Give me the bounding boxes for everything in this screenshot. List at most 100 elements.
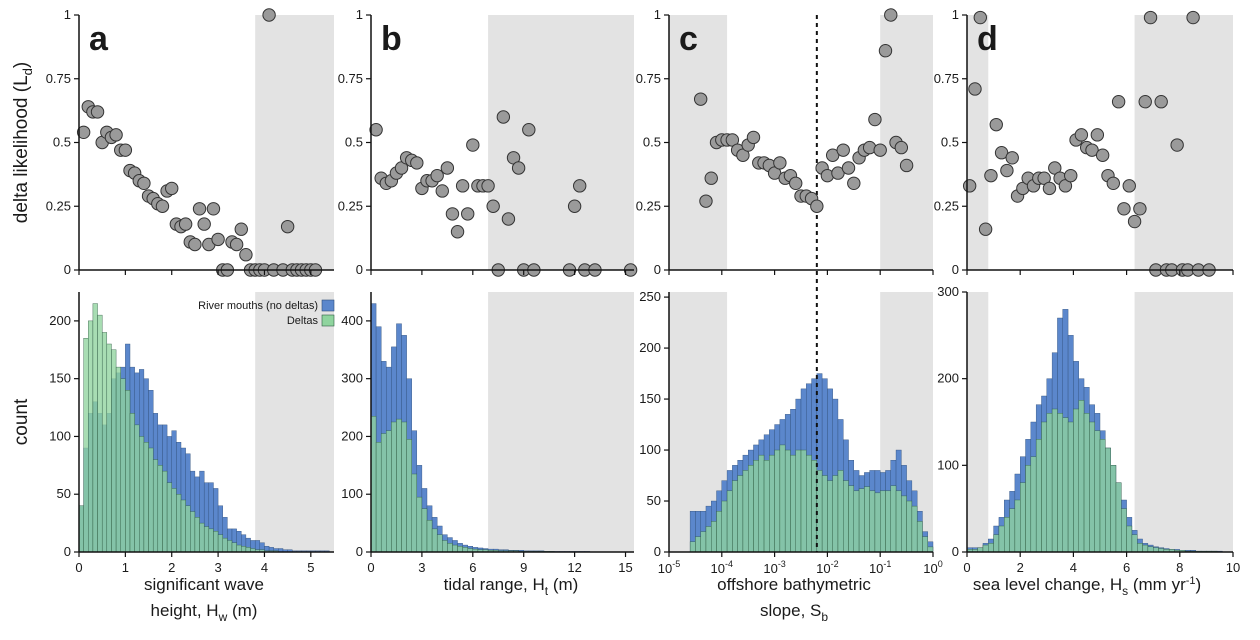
- hist-bar-delta: [447, 543, 453, 553]
- y-tick-label-bottom: 0: [952, 544, 959, 559]
- x-tick-label: 3: [418, 560, 425, 575]
- likelihood-point: [873, 143, 887, 157]
- hist-bar-delta: [700, 531, 707, 553]
- x-tick-label: 1: [122, 560, 129, 575]
- likelihood-point: [868, 112, 882, 127]
- x-axis-label: offshore bathymetric: [717, 575, 871, 594]
- x-axis-label: height, Hw (m): [151, 601, 258, 624]
- panel-letter: a: [89, 20, 109, 58]
- hist-bar-delta: [185, 505, 191, 553]
- hist-bar-delta: [101, 332, 108, 553]
- y-tick-label-top: 0.25: [46, 198, 71, 213]
- likelihood-point: [461, 207, 475, 221]
- y-tick-label-top: 0.75: [46, 71, 71, 86]
- hist-bar-delta: [426, 520, 433, 553]
- hist-bar-delta: [222, 537, 228, 553]
- likelihood-point: [878, 44, 893, 58]
- likelihood-point: [118, 143, 133, 157]
- likelihood-point: [693, 92, 708, 106]
- y-axis-label-bottom: count: [11, 398, 32, 445]
- hist-bar-delta: [111, 349, 117, 553]
- x-tick-label: 10-4: [711, 559, 733, 576]
- hist-bar-delta: [784, 449, 791, 553]
- hist-bar-delta: [180, 499, 186, 553]
- hist-bar-delta: [120, 378, 126, 553]
- hist-bar-delta: [843, 480, 849, 553]
- hist-bar-delta: [753, 460, 759, 553]
- hist-bar-delta: [139, 436, 145, 553]
- hist-bar-delta: [457, 546, 463, 553]
- hist-bar-delta: [1067, 421, 1074, 553]
- hist-bar-delta: [922, 536, 928, 553]
- x-axis-label: tidal range, Ht (m): [444, 575, 579, 598]
- y-tick-label-bottom: 300: [341, 371, 363, 386]
- hist-bar-delta: [97, 314, 103, 553]
- hist-bar-delta: [231, 542, 237, 553]
- hist-bar-delta: [748, 465, 754, 553]
- hist-bar-delta: [763, 460, 770, 553]
- likelihood-point: [1042, 181, 1057, 196]
- likelihood-point: [501, 212, 516, 226]
- likelihood-point: [211, 232, 225, 247]
- hist-bar-delta: [806, 454, 812, 553]
- y-tick-label-top: 0: [356, 262, 363, 277]
- hist-bar-delta: [1025, 465, 1032, 553]
- y-tick-label-bottom: 250: [639, 289, 661, 304]
- hist-bar-delta: [742, 470, 749, 553]
- x-axis-label-text: (m): [548, 575, 578, 594]
- likelihood-point: [481, 179, 495, 193]
- hist-bar-delta: [869, 490, 876, 553]
- x-tick-label-exponent: -5: [672, 559, 680, 569]
- x-tick-label: 6: [469, 560, 476, 575]
- y-tick-label-bottom: 0: [64, 544, 71, 559]
- likelihood-point: [1095, 148, 1110, 162]
- hist-bar-delta: [737, 475, 744, 553]
- likelihood-point: [1090, 128, 1105, 142]
- y-tick-label-bottom: 200: [49, 313, 71, 328]
- hist-bar-delta: [716, 511, 723, 553]
- x-tick-label: 10-3: [763, 559, 785, 576]
- x-tick-label-exponent: -3: [778, 559, 786, 569]
- likelihood-point: [239, 248, 253, 262]
- likelihood-point: [178, 217, 193, 231]
- hist-bar-delta: [1057, 413, 1063, 553]
- hist-bar-delta: [452, 544, 458, 553]
- likelihood-point: [841, 161, 856, 175]
- x-axis-label-subscript: s: [1122, 584, 1128, 598]
- y-tick-label-top: 0.5: [345, 135, 363, 150]
- shade-region-top: [967, 15, 989, 270]
- likelihood-point: [968, 82, 982, 96]
- hist-bar-delta: [1035, 439, 1042, 553]
- panel-letter: b: [381, 20, 402, 58]
- hist-bar-delta: [901, 495, 907, 553]
- hist-bar-delta: [162, 470, 168, 553]
- y-tick-label-top: 0.25: [338, 198, 363, 213]
- hist-bar-delta: [874, 492, 881, 553]
- x-axis-label: sea level change, Hs (mm yr-1): [973, 575, 1201, 598]
- y-tick-label-top: 0.5: [941, 135, 959, 150]
- likelihood-point: [197, 217, 211, 231]
- likelihood-point: [899, 158, 914, 173]
- hist-bar-delta: [1121, 508, 1127, 553]
- x-tick-label: 0: [367, 560, 374, 575]
- x-axis-label-text: (m): [227, 601, 257, 620]
- x-tick-label-base: 10: [816, 561, 830, 576]
- hist-bar-delta: [375, 442, 382, 553]
- likelihood-point: [410, 156, 424, 170]
- likelihood-point: [978, 222, 993, 236]
- likelihood-point: [962, 179, 977, 193]
- y-tick-label-top: 1: [952, 7, 959, 22]
- likelihood-point: [884, 8, 898, 22]
- x-axis-label-text: (mm yr: [1128, 575, 1186, 594]
- likelihood-point: [989, 117, 1003, 132]
- hist-bar-delta: [411, 473, 418, 553]
- likelihood-point: [1106, 176, 1121, 191]
- hist-bar-delta: [827, 480, 833, 553]
- hist-bar-delta: [779, 444, 786, 553]
- hist-bar-delta: [1089, 421, 1095, 553]
- x-axis-label-text: height, H: [151, 601, 219, 620]
- x-tick-label: 8: [1176, 560, 1183, 575]
- hist-bar-delta: [190, 511, 196, 553]
